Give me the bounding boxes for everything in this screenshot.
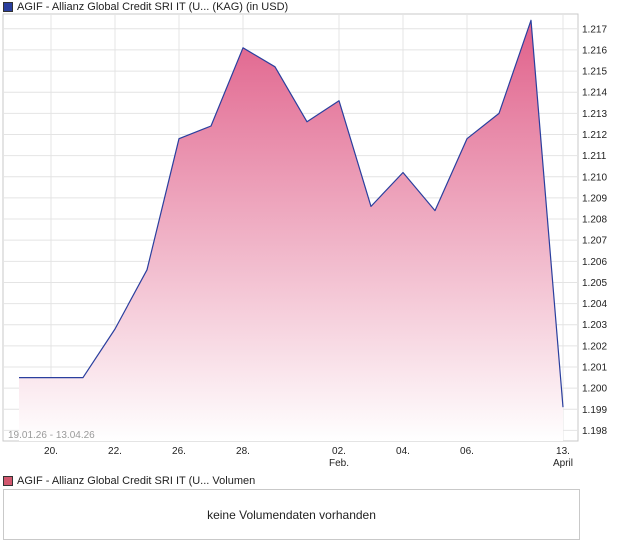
x-tick-label: 20. bbox=[44, 446, 58, 457]
series-layer bbox=[19, 19, 564, 442]
y-tick-label: 1.210 bbox=[582, 172, 607, 183]
volume-empty-message: keine Volumendaten vorhanden bbox=[207, 508, 376, 522]
y-tick-label: 1.208 bbox=[582, 215, 607, 226]
price-chart: 19.01.26 - 13.04.26 1.198 1.199 1.200 1.201… bbox=[2, 13, 607, 469]
volume-panel: keine Volumendaten vorhanden bbox=[3, 489, 580, 540]
y-tick-label: 1.212 bbox=[582, 130, 607, 141]
x-tick-label: 02. bbox=[332, 446, 346, 457]
y-axis: 1.198 1.199 1.200 1.201 1.202 1.203 1.204 1.205… bbox=[582, 24, 607, 437]
y-tick-label: 1.207 bbox=[582, 236, 607, 247]
x-axis: 20. 22. 26. 28. 02.Feb. 04. 06. 13.April bbox=[44, 446, 573, 469]
y-tick-label: 1.203 bbox=[582, 320, 607, 331]
date-range-label: 19.01.26 - 13.04.26 bbox=[8, 430, 95, 441]
x-tick-label: 28. bbox=[236, 446, 250, 457]
y-tick-label: 1.201 bbox=[582, 363, 607, 374]
x-tick-label: 04. bbox=[396, 446, 410, 457]
x-tick-label: 13. bbox=[556, 446, 570, 457]
x-tick-label: 26. bbox=[172, 446, 186, 457]
y-tick-label: 1.211 bbox=[582, 151, 607, 162]
y-tick-label: 1.200 bbox=[582, 384, 607, 395]
y-tick-label: 1.209 bbox=[582, 193, 607, 204]
y-tick-label: 1.198 bbox=[582, 426, 607, 437]
x-tick-sublabel: April bbox=[553, 458, 573, 469]
x-tick-sublabel: Feb. bbox=[329, 458, 349, 469]
y-tick-label: 1.199 bbox=[582, 405, 607, 416]
y-tick-label: 1.206 bbox=[582, 257, 607, 268]
y-tick-label: 1.213 bbox=[582, 109, 607, 120]
y-tick-label: 1.202 bbox=[582, 341, 607, 352]
x-tick-label: 22. bbox=[108, 446, 122, 457]
price-area bbox=[19, 20, 563, 442]
y-tick-label: 1.217 bbox=[582, 24, 607, 35]
y-tick-label: 1.214 bbox=[582, 88, 607, 99]
y-tick-label: 1.205 bbox=[582, 278, 607, 289]
volume-legend-label: AGIF - Allianz Global Credit SRI IT (U..… bbox=[17, 475, 256, 487]
price-legend-label: AGIF - Allianz Global Credit SRI IT (U..… bbox=[17, 1, 289, 13]
volume-legend: AGIF - Allianz Global Credit SRI IT (U..… bbox=[3, 474, 255, 488]
price-legend-swatch bbox=[3, 2, 13, 12]
y-tick-label: 1.216 bbox=[582, 45, 607, 56]
y-tick-label: 1.215 bbox=[582, 67, 607, 78]
price-legend: AGIF - Allianz Global Credit SRI IT (U..… bbox=[3, 0, 288, 14]
volume-legend-swatch bbox=[3, 476, 13, 486]
x-tick-label: 06. bbox=[460, 446, 474, 457]
y-tick-label: 1.204 bbox=[582, 299, 607, 310]
price-line bbox=[19, 19, 564, 408]
